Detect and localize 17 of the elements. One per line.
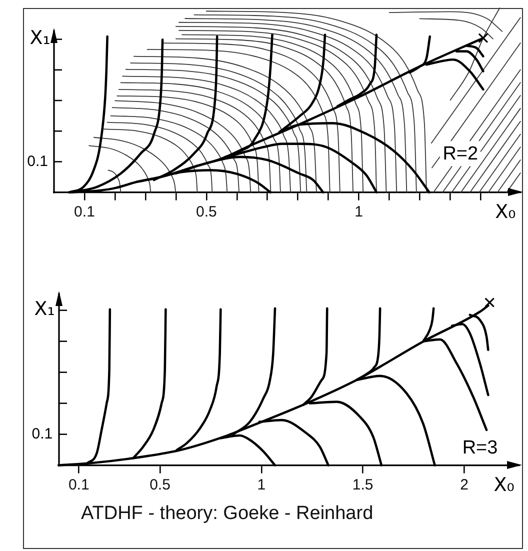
annotation: R=2 [442, 143, 478, 164]
x-tick-label: 0.5 [196, 203, 217, 220]
x-tick-label: 1.5 [352, 476, 374, 494]
text: 0.1 [32, 425, 53, 442]
x-tick-label: 0.1 [74, 203, 95, 220]
x-axis-title: X₀ [495, 201, 516, 224]
y-axis-title: X₁ [34, 298, 55, 320]
x-tick-label: 1 [257, 476, 266, 494]
x-axis-title: X₀ [494, 474, 514, 496]
x-tick-label: 1 [354, 203, 364, 220]
text: 0.1 [27, 152, 48, 170]
annotation: R=3 [462, 437, 498, 458]
x-tick-label: 0.1 [68, 476, 90, 494]
text: ATDHF - theory: Goeke - Reinhard [81, 503, 374, 525]
x-tick-label: 0.5 [150, 476, 170, 494]
x-tick-label: 2 [460, 476, 468, 494]
y-axis-title: X₁ [30, 27, 50, 50]
